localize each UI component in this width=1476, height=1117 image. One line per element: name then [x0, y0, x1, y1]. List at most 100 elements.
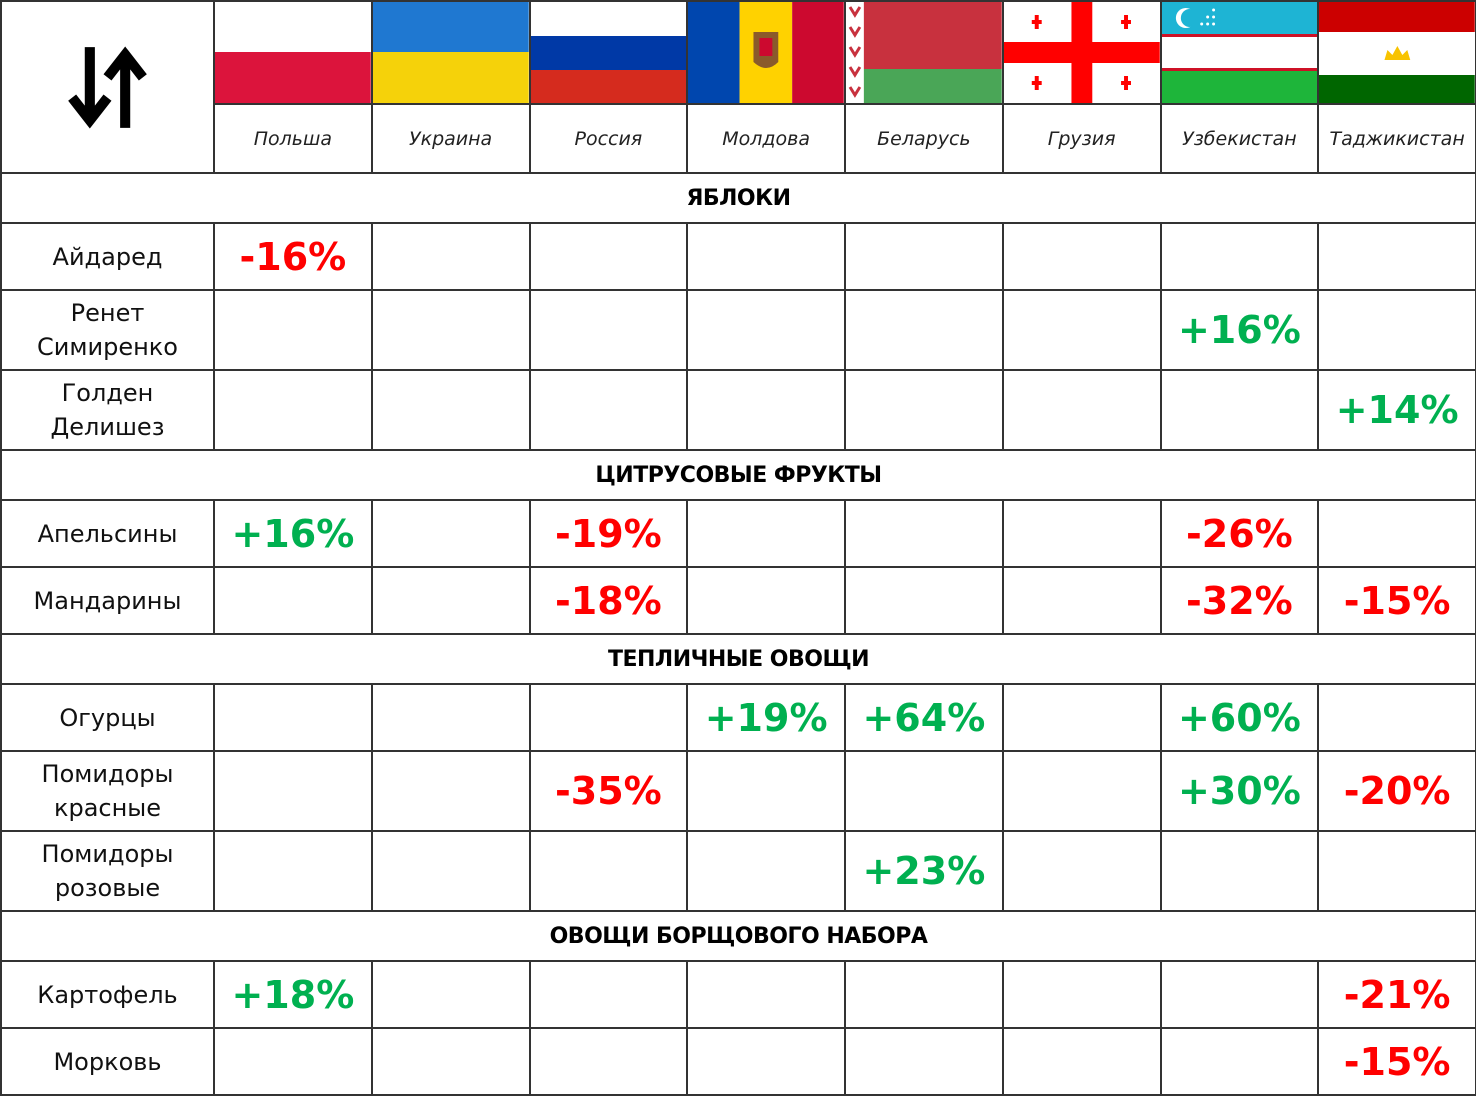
section-title: ЯБЛОКИ — [0, 172, 1476, 224]
empty-cell — [1001, 750, 1162, 832]
flag — [1317, 0, 1476, 105]
empty-cell — [844, 1027, 1004, 1096]
empty-cell — [213, 289, 373, 371]
row-label: Мандарины — [0, 566, 215, 635]
sort-icon-cell — [0, 0, 215, 174]
empty-cell — [1001, 1027, 1162, 1096]
empty-cell — [1159, 369, 1320, 451]
empty-cell — [686, 960, 846, 1029]
empty-cell — [370, 289, 531, 371]
flag-row — [0, 0, 1476, 174]
empty-cell — [370, 222, 531, 291]
value-cell: -26% — [1159, 499, 1320, 568]
row-label: Морковь — [0, 1027, 215, 1096]
flag — [528, 0, 689, 105]
value-cell: +16% — [1159, 289, 1320, 371]
empty-cell — [1317, 683, 1476, 752]
country-name: Молдова — [686, 103, 846, 174]
country-name: Россия — [528, 103, 689, 174]
data-row: Морковь -15% — [0, 1027, 1476, 1096]
empty-cell — [528, 683, 689, 752]
value-cell: +64% — [844, 683, 1004, 752]
data-row: Ренет Симиренко +16% — [0, 289, 1476, 371]
empty-cell — [370, 369, 531, 451]
row-label: Голден Делишез — [0, 369, 215, 451]
empty-cell — [213, 369, 373, 451]
section-row: ЯБЛОКИ — [0, 172, 1476, 224]
country-row: Польша Украина Россия Молдова Беларусь Грузия… — [1, 103, 1476, 174]
empty-cell — [528, 369, 689, 451]
empty-cell — [1001, 499, 1162, 568]
empty-cell — [528, 830, 689, 912]
empty-cell — [370, 750, 531, 832]
section-title: ТЕПЛИЧНЫЕ ОВОЩИ — [0, 633, 1476, 685]
empty-cell — [844, 960, 1004, 1029]
empty-cell — [1317, 830, 1476, 912]
empty-cell — [213, 566, 373, 635]
value-cell: -16% — [213, 222, 373, 291]
empty-cell — [686, 830, 846, 912]
flag — [213, 0, 373, 105]
empty-cell — [1317, 222, 1476, 291]
flag — [686, 0, 846, 105]
value-cell: -19% — [528, 499, 689, 568]
empty-cell — [370, 1027, 531, 1096]
empty-cell — [370, 683, 531, 752]
empty-cell — [1001, 289, 1162, 371]
empty-cell — [844, 750, 1004, 832]
country-name: Узбекистан — [1159, 103, 1320, 174]
data-row: Голден Делишез +14% — [0, 369, 1476, 451]
value-cell: -35% — [528, 750, 689, 832]
empty-cell — [213, 683, 373, 752]
empty-cell — [844, 566, 1004, 635]
empty-cell — [1001, 960, 1162, 1029]
row-label: Ренет Симиренко — [0, 289, 215, 371]
section-title: ОВОЩИ БОРЩОВОГО НАБОРА — [0, 910, 1476, 962]
data-row: Картофель +18% -21% — [0, 960, 1476, 1029]
value-cell: +23% — [844, 830, 1004, 912]
flag — [844, 0, 1004, 105]
data-row: Огурцы +19% +64% +60% — [0, 683, 1476, 752]
data-row: Помидоры красные -35% +30% -20% — [0, 750, 1476, 832]
row-label: Апельсины — [0, 499, 215, 568]
value-cell: -32% — [1159, 566, 1320, 635]
country-name: Таджикистан — [1317, 103, 1476, 174]
value-cell: +14% — [1317, 369, 1476, 451]
empty-cell — [528, 289, 689, 371]
value-cell: -15% — [1317, 566, 1476, 635]
flag — [370, 0, 531, 105]
empty-cell — [686, 289, 846, 371]
empty-cell — [844, 289, 1004, 371]
value-cell: +16% — [213, 499, 373, 568]
section-row: ОВОЩИ БОРЩОВОГО НАБОРА — [0, 910, 1476, 962]
empty-cell — [686, 750, 846, 832]
flag — [1159, 0, 1320, 105]
empty-cell — [844, 369, 1004, 451]
empty-cell — [1159, 222, 1320, 291]
data-row: Помидоры розовые +23% — [0, 830, 1476, 912]
data-row: Апельсины +16% -19% -26% — [0, 499, 1476, 568]
section-row: ЦИТРУСОВЫЕ ФРУКТЫ — [0, 449, 1476, 501]
empty-cell — [528, 1027, 689, 1096]
empty-cell — [370, 566, 531, 635]
empty-cell — [686, 222, 846, 291]
value-cell: -20% — [1317, 750, 1476, 832]
empty-cell — [370, 960, 531, 1029]
empty-cell — [1317, 499, 1476, 568]
empty-cell — [686, 499, 846, 568]
data-row: Айдаред -16% — [0, 222, 1476, 291]
value-cell: +19% — [686, 683, 846, 752]
row-label: Огурцы — [0, 683, 215, 752]
section-title: ЦИТРУСОВЫЕ ФРУКТЫ — [0, 449, 1476, 501]
empty-cell — [213, 830, 373, 912]
empty-cell — [686, 1027, 846, 1096]
row-label: Помидоры розовые — [0, 830, 215, 912]
country-name: Польша — [213, 103, 373, 174]
empty-cell — [1001, 830, 1162, 912]
section-row: ТЕПЛИЧНЫЕ ОВОЩИ — [0, 633, 1476, 685]
sort-icon — [68, 45, 147, 129]
empty-cell — [370, 499, 531, 568]
value-cell: -21% — [1317, 960, 1476, 1029]
